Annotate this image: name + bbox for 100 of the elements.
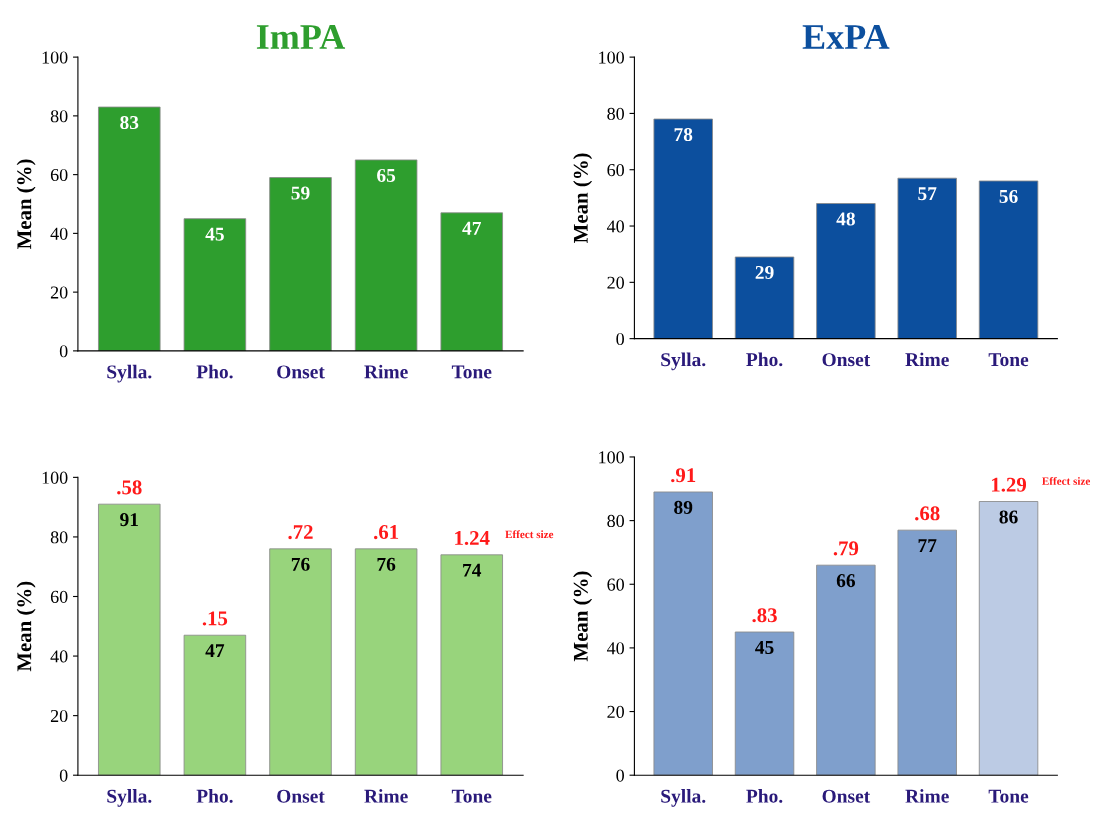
bar xyxy=(354,159,418,351)
y-axis-title: Mean (%) xyxy=(16,581,36,672)
x-tick-label: Sylla. xyxy=(107,364,152,383)
data-label: 56 xyxy=(999,189,1018,204)
y-tick-label: 100 xyxy=(599,451,624,464)
x-tick-label: Pho. xyxy=(196,789,233,803)
chart-title: ImPA xyxy=(256,24,346,49)
bar xyxy=(98,106,161,351)
data-label: 29 xyxy=(755,265,774,280)
annotation: Effect size xyxy=(1042,476,1091,485)
annotation: 1.24 xyxy=(455,531,490,546)
data-label: 45 xyxy=(755,641,774,655)
y-tick-label: 40 xyxy=(50,227,68,240)
y-tick-label: 20 xyxy=(50,286,68,299)
bar xyxy=(269,548,332,776)
y-tick-label: 20 xyxy=(607,705,624,718)
data-label: 74 xyxy=(463,563,482,577)
x-tick-label: Rime xyxy=(905,789,949,803)
y-tick-label: 60 xyxy=(50,168,68,182)
y-tick-label: 0 xyxy=(616,332,624,346)
x-tick-label: Tone xyxy=(988,353,1029,367)
data-label: 86 xyxy=(999,510,1018,524)
x-tick-label: Onset xyxy=(822,353,871,367)
bar xyxy=(440,554,503,776)
bar xyxy=(183,634,247,776)
bar xyxy=(734,256,795,339)
y-tick-label: 80 xyxy=(607,514,624,528)
annotation: Effect size xyxy=(505,530,554,539)
y-tick-label: 60 xyxy=(607,578,624,591)
data-label: 47 xyxy=(205,644,225,658)
x-tick-label: Rime xyxy=(364,789,408,803)
y-tick-label: 0 xyxy=(59,345,68,358)
annotation: .83 xyxy=(752,608,777,623)
y-tick-label: 80 xyxy=(50,110,68,123)
annotation: .79 xyxy=(833,541,859,556)
x-tick-label: Sylla. xyxy=(661,352,706,371)
y-tick-label: 40 xyxy=(50,650,68,663)
y-axis-title: Mean (%) xyxy=(16,159,36,250)
annotation: .15 xyxy=(202,611,228,626)
data-label: 78 xyxy=(674,127,693,142)
bar xyxy=(816,564,876,776)
y-tick-label: 0 xyxy=(616,769,624,782)
bar xyxy=(354,548,418,776)
y-tick-label: 100 xyxy=(42,471,68,484)
annotation: .61 xyxy=(374,525,399,540)
data-label: 65 xyxy=(377,168,396,182)
y-tick-label: 20 xyxy=(50,709,68,723)
x-tick-label: Sylla. xyxy=(107,789,152,807)
x-tick-label: Tone xyxy=(988,789,1029,803)
data-label: 76 xyxy=(377,557,396,571)
x-tick-label: Onset xyxy=(277,365,325,379)
annotation: .72 xyxy=(288,525,313,540)
data-label: 59 xyxy=(291,186,310,200)
bar xyxy=(183,218,247,351)
data-label: 89 xyxy=(674,500,693,514)
bar xyxy=(897,177,957,339)
annotation: .91 xyxy=(671,468,696,483)
data-label: 66 xyxy=(836,574,856,588)
bar xyxy=(653,118,713,339)
y-tick-label: 80 xyxy=(607,107,624,120)
annotation: .68 xyxy=(915,506,940,521)
x-tick-label: Tone xyxy=(451,789,492,803)
y-axis-title: Mean (%) xyxy=(573,153,593,243)
x-tick-label: Pho. xyxy=(196,364,233,379)
x-tick-label: Onset xyxy=(822,789,871,803)
x-tick-label: Sylla. xyxy=(661,789,706,807)
x-tick-label: Pho. xyxy=(746,789,783,803)
chart-title: ExPA xyxy=(802,24,890,49)
x-tick-label: Onset xyxy=(277,789,325,803)
y-tick-label: 40 xyxy=(606,220,624,233)
y-tick-label: 0 xyxy=(59,769,68,782)
data-label: 57 xyxy=(918,187,937,201)
bar xyxy=(978,180,1039,339)
bar xyxy=(897,529,957,776)
data-label: 45 xyxy=(205,227,224,241)
data-label: 47 xyxy=(462,221,481,235)
x-tick-label: Tone xyxy=(451,365,492,379)
bar xyxy=(978,501,1039,776)
annotation: 1.29 xyxy=(991,477,1027,492)
bar xyxy=(98,503,161,776)
bar xyxy=(816,203,876,339)
data-label: 83 xyxy=(120,115,139,130)
y-tick-label: 60 xyxy=(50,590,68,603)
data-label: 91 xyxy=(120,513,138,527)
x-tick-label: Rime xyxy=(364,364,408,379)
data-label: 77 xyxy=(918,539,937,552)
bar xyxy=(440,212,503,351)
y-axis-title: Mean (%) xyxy=(573,571,593,662)
bar xyxy=(269,177,332,351)
data-label: 48 xyxy=(836,212,855,226)
x-tick-label: Pho. xyxy=(746,352,783,367)
y-tick-label: 100 xyxy=(599,51,624,64)
y-tick-label: 40 xyxy=(606,642,624,655)
x-tick-label: Rime xyxy=(905,352,949,367)
y-tick-label: 20 xyxy=(607,276,624,289)
annotation: .58 xyxy=(117,480,142,495)
bar xyxy=(653,491,713,776)
data-label: 76 xyxy=(291,557,310,571)
y-tick-label: 100 xyxy=(42,51,68,64)
y-tick-label: 80 xyxy=(50,531,68,544)
